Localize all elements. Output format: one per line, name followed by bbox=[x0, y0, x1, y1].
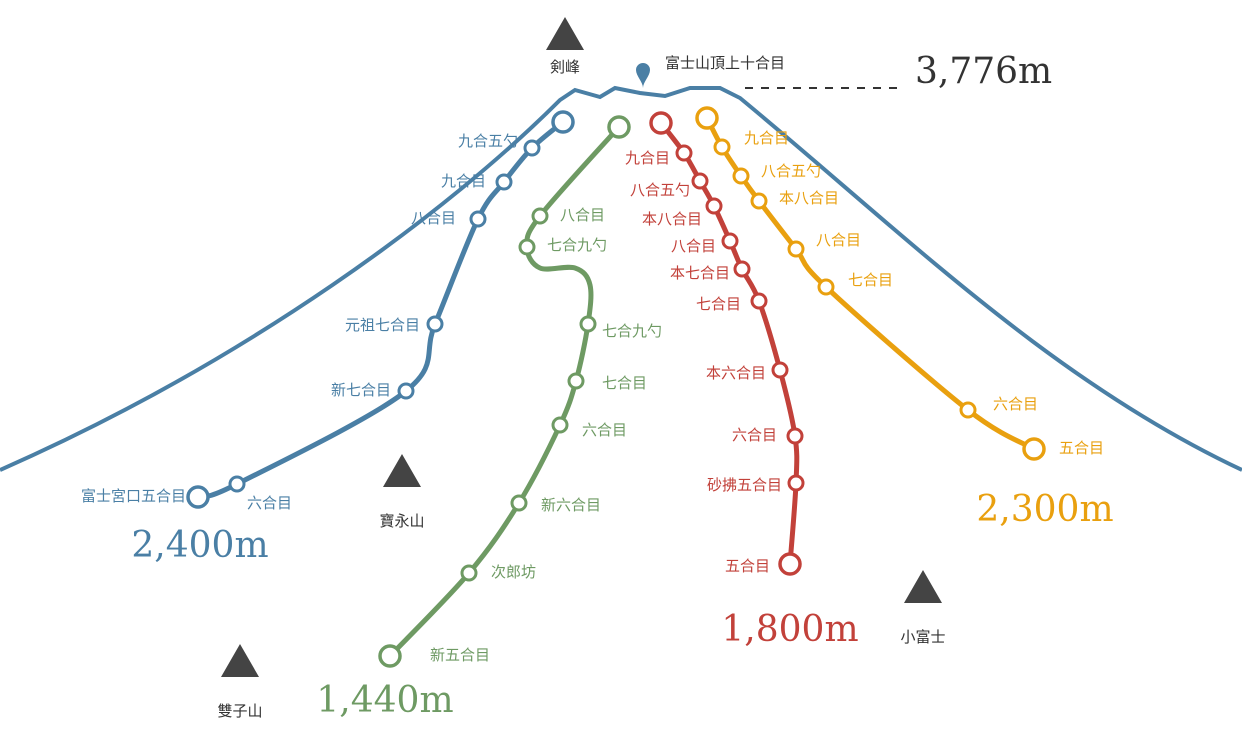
station-label: 六合目 bbox=[993, 395, 1038, 413]
station-label: 本八合目 bbox=[779, 189, 839, 207]
station bbox=[721, 232, 739, 250]
peak-label: 雙子山 bbox=[217, 702, 262, 720]
station-label: 七合九勺 bbox=[547, 236, 607, 254]
station bbox=[397, 382, 415, 400]
station-label: 七合九勺 bbox=[602, 322, 662, 340]
station bbox=[750, 192, 768, 210]
station bbox=[786, 427, 804, 445]
station bbox=[705, 197, 723, 215]
station-label: 八合五勺 bbox=[630, 181, 690, 199]
station-label: 七合目 bbox=[848, 271, 893, 289]
station-label: 本七合目 bbox=[670, 264, 730, 282]
trail-line bbox=[195, 119, 566, 500]
station bbox=[732, 167, 750, 185]
station bbox=[733, 260, 751, 278]
station bbox=[469, 210, 487, 228]
station bbox=[518, 238, 536, 256]
trail-start bbox=[378, 644, 402, 668]
station-label: 九合目 bbox=[744, 129, 789, 147]
station bbox=[787, 240, 805, 258]
station-label: 七合目 bbox=[696, 295, 741, 313]
station bbox=[567, 372, 585, 390]
station bbox=[579, 315, 597, 333]
peak-icon bbox=[383, 454, 421, 487]
peak-label: 剣峰 bbox=[550, 58, 580, 76]
station-label: 本八合目 bbox=[642, 210, 702, 228]
station-label: 八合五勺 bbox=[761, 162, 821, 180]
station-label: 新六合目 bbox=[541, 496, 601, 514]
station-label: 八合目 bbox=[816, 231, 861, 249]
trail-top bbox=[649, 111, 673, 135]
station bbox=[750, 292, 768, 310]
station bbox=[959, 401, 977, 419]
station bbox=[713, 138, 731, 156]
station-label: 九合目 bbox=[441, 172, 486, 190]
trail-start bbox=[186, 485, 210, 509]
station bbox=[460, 564, 478, 582]
mountain-outline bbox=[0, 85, 1242, 472]
trail-elevation: 1,440m bbox=[316, 680, 453, 721]
station-label: 元祖七合目 bbox=[345, 316, 420, 334]
peak-icon bbox=[546, 17, 584, 50]
peak-icon bbox=[221, 644, 259, 677]
trail-elevation: 2,300m bbox=[976, 489, 1113, 530]
station-label: 八合目 bbox=[560, 206, 605, 224]
station bbox=[426, 315, 444, 333]
station-label: 五合目 bbox=[1059, 439, 1104, 457]
peak-icon bbox=[904, 570, 942, 603]
trail-elevation: 2,400m bbox=[131, 525, 268, 566]
station-label: 次郎坊 bbox=[491, 563, 536, 581]
station-label: 新五合目 bbox=[430, 646, 490, 664]
station-label: 五合目 bbox=[725, 557, 770, 575]
station-label: 六合目 bbox=[732, 426, 777, 444]
trail-top bbox=[551, 110, 575, 134]
summit-elevation: 3,776m bbox=[915, 51, 1052, 92]
station bbox=[523, 139, 541, 157]
station-label: 八合目 bbox=[411, 209, 456, 227]
station-label: 砂拂五合目 bbox=[707, 476, 782, 494]
station-label: 九合目 bbox=[625, 149, 670, 167]
station-label: 富士宮口五合目 bbox=[81, 487, 186, 505]
peak-label: 小富士 bbox=[900, 628, 945, 646]
station bbox=[495, 173, 513, 191]
station bbox=[510, 494, 528, 512]
station bbox=[531, 207, 549, 225]
peak-label: 寶永山 bbox=[379, 512, 424, 530]
summit-label: 富士山頂上十合目 bbox=[665, 54, 785, 72]
station bbox=[675, 144, 693, 162]
station-label: 七合目 bbox=[602, 374, 647, 392]
station-label: 九合五勺 bbox=[458, 132, 518, 150]
station bbox=[771, 361, 789, 379]
station bbox=[228, 475, 246, 493]
trail-top bbox=[607, 115, 631, 139]
station-label: 六合目 bbox=[247, 494, 292, 512]
station-label: 八合目 bbox=[671, 237, 716, 255]
trail-start bbox=[778, 552, 802, 576]
station-label: 本六合目 bbox=[706, 364, 766, 382]
station bbox=[787, 474, 805, 492]
trail-start bbox=[1022, 437, 1046, 461]
station bbox=[817, 278, 835, 296]
trail-top bbox=[695, 106, 719, 130]
station bbox=[691, 172, 709, 190]
summit-pin bbox=[636, 63, 650, 88]
station-label: 新七合目 bbox=[331, 381, 391, 399]
station-label: 六合目 bbox=[582, 421, 627, 439]
trail-elevation: 1,800m bbox=[721, 609, 858, 650]
station bbox=[551, 416, 569, 434]
